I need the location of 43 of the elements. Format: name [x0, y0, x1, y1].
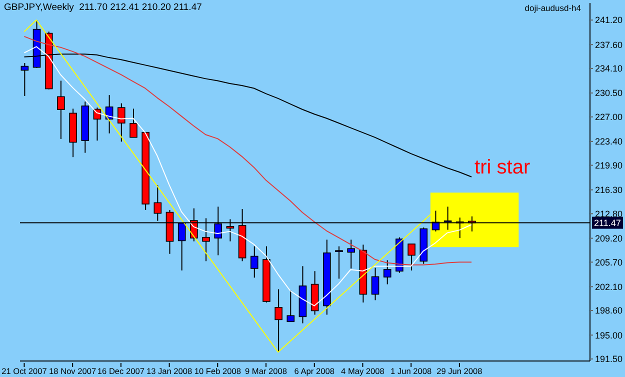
y-tick-label: 237.60 — [595, 40, 623, 50]
y-tick-label: 212.80 — [595, 208, 623, 219]
band-label: tri star — [474, 156, 530, 179]
x-tick-label: 29 Jun 2008 — [436, 366, 483, 376]
x-tick-label: 18 Nov 2007 — [49, 366, 96, 376]
x-tick-label: 13 Jan 2008 — [146, 366, 193, 376]
y-tick-label: 234.10 — [595, 64, 623, 74]
y-tick-label: 202.10 — [595, 282, 623, 292]
x-tick-label: 4 May 2008 — [341, 366, 385, 376]
y-tick-label: 216.30 — [595, 185, 623, 196]
candlestick — [250, 246, 258, 278]
candlestick — [408, 243, 416, 271]
candlestick — [20, 62, 29, 97]
x-tick-label: 9 Mar 2008 — [245, 366, 288, 376]
y-tick-label: 195.00 — [595, 330, 623, 340]
y-tick-label: 198.60 — [595, 306, 623, 316]
candlestick — [286, 290, 295, 322]
candlestick — [335, 246, 343, 280]
x-tick-label: 6 Apr 2008 — [294, 366, 335, 376]
text: doji-audusd-h4 — [524, 3, 581, 13]
line-series — [24, 36, 472, 266]
candlestick — [347, 239, 355, 269]
x-tick-label: 21 Oct 2007 — [2, 366, 48, 376]
y-tick-label: 227.00 — [595, 112, 623, 122]
x-tick-label: 16 Dec 2007 — [97, 366, 145, 376]
y-tick-label: 191.50 — [595, 354, 623, 364]
candlestick — [118, 102, 126, 142]
y-tick-label: 209.20 — [595, 233, 623, 244]
candlestick — [371, 267, 380, 301]
candlestick — [57, 80, 65, 140]
y-tick-label: 219.90 — [595, 160, 623, 170]
y-tick-label: 223.40 — [595, 136, 623, 147]
y-tick-label: 230.50 — [595, 88, 623, 98]
x-tick-label: 10 Feb 2008 — [194, 366, 242, 376]
y-tick-label: 241.20 — [595, 15, 623, 26]
line-series — [24, 46, 472, 306]
x-tick-label: 1 Jun 2008 — [390, 366, 432, 376]
candlestick — [274, 288, 282, 352]
chart-title: GBPJPY,Weekly 211.70 212.41 210.20 211.47 — [4, 2, 202, 13]
y-tick-label: 205.70 — [595, 257, 623, 268]
candlestick — [383, 260, 392, 285]
ref-line-label: 211.47 — [594, 218, 621, 228]
candlestick — [130, 108, 138, 138]
